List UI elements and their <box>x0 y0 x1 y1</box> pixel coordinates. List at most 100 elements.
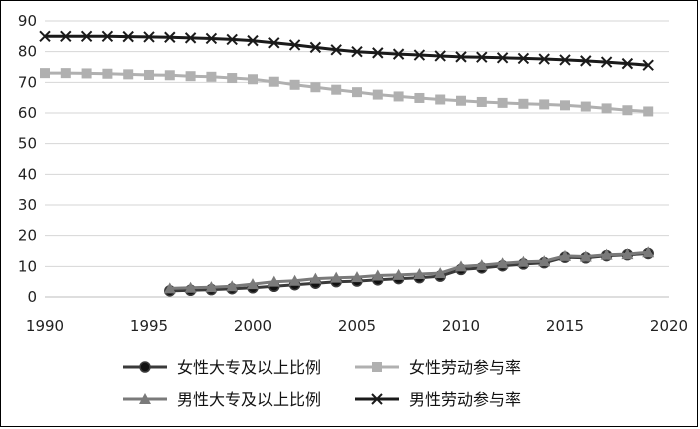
legend-item: 男性大专及以上比例 <box>123 390 321 409</box>
data-point <box>497 97 508 108</box>
y-tick-label: 90 <box>18 12 37 30</box>
data-point <box>351 271 363 283</box>
data-point <box>247 34 259 47</box>
data-point <box>371 269 384 281</box>
data-point <box>331 84 342 95</box>
legend-marker <box>372 362 382 372</box>
legend-label: 女性劳动参与率 <box>409 358 521 377</box>
data-point <box>164 31 176 43</box>
legend-item: 女性大专及以上比例 <box>123 358 321 377</box>
x-tick-label: 2020 <box>650 317 688 335</box>
data-point <box>580 101 591 112</box>
x-tick-label: 1990 <box>26 317 64 335</box>
data-point <box>560 100 570 111</box>
data-point <box>413 49 426 61</box>
data-point <box>289 79 300 90</box>
data-point <box>143 31 155 43</box>
data-point <box>247 278 259 290</box>
legend-label: 男性大专及以上比例 <box>177 390 321 409</box>
y-tick-label: 80 <box>18 43 37 61</box>
series-line <box>45 71 649 113</box>
data-point <box>123 69 134 80</box>
y-tick-label: 70 <box>18 73 37 91</box>
data-point <box>642 246 655 258</box>
y-tick-label: 10 <box>18 257 37 275</box>
data-point <box>309 41 322 54</box>
data-point <box>372 47 384 59</box>
data-point <box>539 99 550 110</box>
series-layer <box>39 30 655 297</box>
data-point <box>205 281 218 293</box>
data-point <box>414 92 425 103</box>
data-point <box>227 73 238 84</box>
data-point <box>496 52 509 64</box>
axis-layer: 0 10 20 30 40 50 60 70 80 90 1990 1995 2000 2005 2010 2… <box>18 12 688 335</box>
data-point <box>435 94 446 105</box>
data-point <box>621 57 634 70</box>
data-point <box>80 30 93 43</box>
data-point <box>372 89 383 100</box>
data-point <box>288 39 301 51</box>
legend-label: 女性大专及以上比例 <box>177 358 321 377</box>
data-point <box>163 282 176 294</box>
legend-marker <box>139 361 151 373</box>
data-point <box>60 68 71 79</box>
data-point <box>101 30 114 43</box>
data-point <box>600 56 613 68</box>
data-point <box>456 95 466 106</box>
data-point <box>517 52 530 65</box>
data-point <box>248 74 258 85</box>
data-point <box>309 272 322 284</box>
series-line <box>169 250 649 290</box>
y-tick-label: 40 <box>18 165 37 183</box>
data-point <box>288 274 301 286</box>
data-point <box>434 267 447 279</box>
data-point <box>330 271 343 283</box>
data-point <box>144 69 154 80</box>
series-line <box>45 34 649 67</box>
data-point <box>393 91 404 102</box>
data-point <box>517 255 530 267</box>
data-point <box>538 53 550 65</box>
data-point <box>268 37 280 49</box>
y-tick-label: 20 <box>18 227 37 245</box>
data-point <box>184 281 197 293</box>
y-tick-label: 60 <box>18 104 37 122</box>
data-point <box>579 250 592 262</box>
data-point <box>392 48 405 60</box>
data-point <box>226 33 238 46</box>
data-point <box>538 255 551 267</box>
data-point <box>184 32 197 44</box>
y-tick-label: 0 <box>27 288 37 306</box>
data-point <box>206 71 217 82</box>
x-tick-label: 2005 <box>338 317 376 335</box>
data-point <box>475 259 488 271</box>
data-point <box>476 51 488 63</box>
legend-item: 女性劳动参与率 <box>355 358 521 377</box>
data-point <box>352 87 362 98</box>
data-point <box>434 50 446 62</box>
legend-item: 男性劳动参与率 <box>355 390 521 409</box>
data-point <box>496 257 509 269</box>
data-point <box>330 44 342 56</box>
data-point <box>122 30 134 43</box>
data-point <box>226 280 239 292</box>
data-point <box>642 59 654 71</box>
series-triangle <box>163 246 655 294</box>
data-point <box>205 32 218 45</box>
data-point <box>518 98 529 109</box>
data-point <box>40 68 50 79</box>
data-point <box>455 260 467 272</box>
data-point <box>310 82 321 93</box>
y-tick-label: 50 <box>18 135 37 153</box>
data-point <box>351 45 363 58</box>
data-point <box>559 249 571 261</box>
legend-marker <box>371 393 383 405</box>
data-point <box>267 275 280 287</box>
data-point <box>60 30 72 43</box>
data-point <box>102 68 113 79</box>
data-point <box>164 70 175 81</box>
